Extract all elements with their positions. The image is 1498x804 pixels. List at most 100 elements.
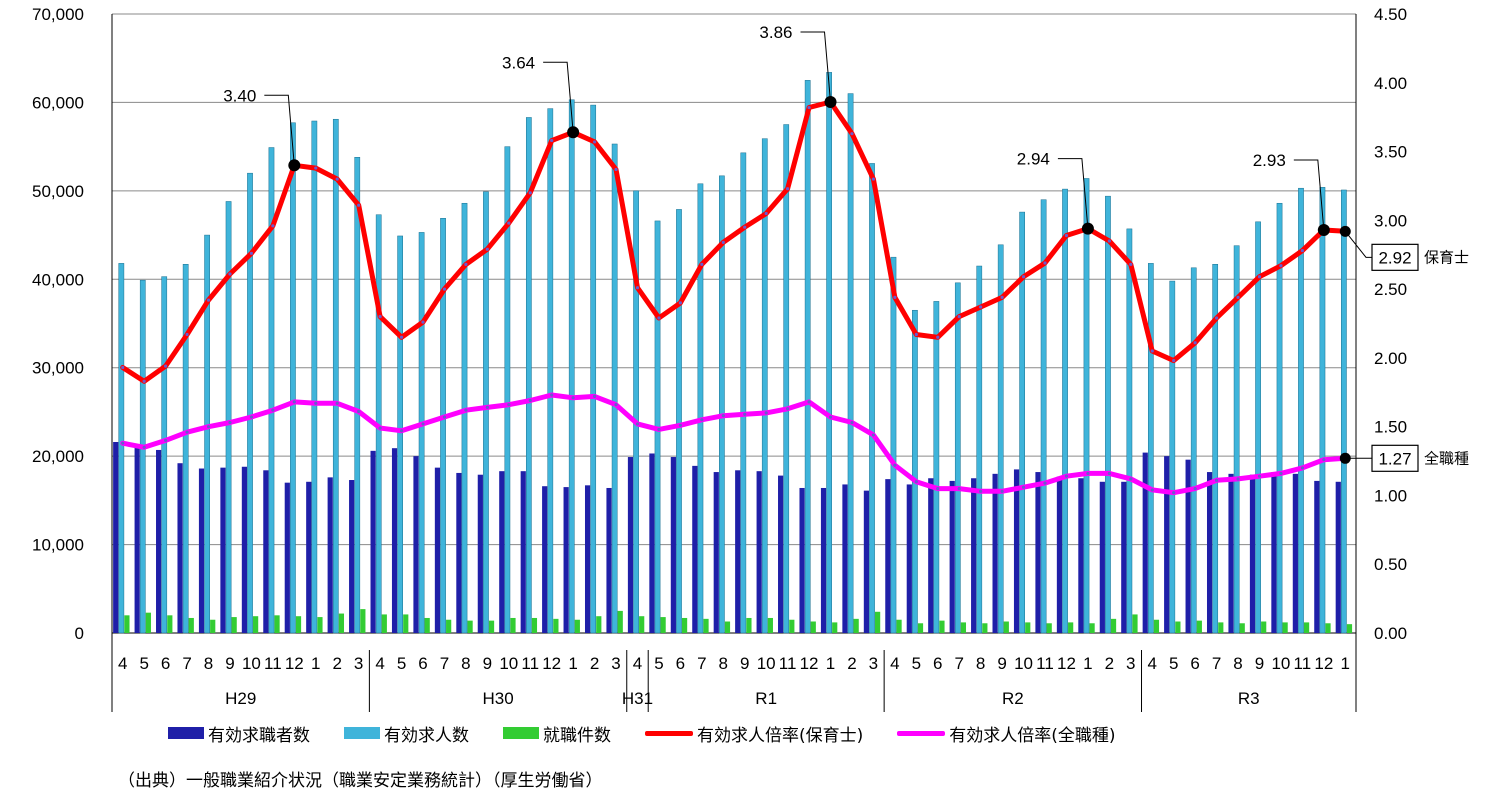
bar [606, 487, 612, 633]
line-point [1043, 261, 1047, 265]
line-point [1043, 481, 1047, 485]
x-tick-label: 6 [676, 654, 685, 673]
annotation-label: 2.94 [1017, 150, 1050, 169]
line-point [1086, 471, 1090, 476]
annotation-leader [800, 31, 832, 103]
bar [660, 617, 666, 633]
legend-swatch [344, 727, 380, 739]
y-left-tick-label: 50,000 [32, 182, 84, 201]
bar [756, 471, 762, 633]
bar [832, 622, 838, 633]
line-point [1150, 488, 1154, 492]
bar [1218, 622, 1224, 633]
bar [477, 474, 483, 633]
line-point [979, 305, 983, 309]
annotation-leader [543, 61, 574, 133]
bar [971, 478, 977, 633]
bar [1239, 623, 1245, 633]
y-right-tick-label: 0.50 [1374, 555, 1407, 574]
end-series-name: 全職種 [1424, 449, 1469, 467]
bar [1206, 472, 1213, 633]
x-tick-label: 11 [264, 654, 282, 673]
x-tick-label: 8 [719, 654, 728, 673]
line-point [142, 379, 146, 383]
line-point [979, 489, 983, 493]
annotation-marker [1081, 222, 1094, 235]
bar [1013, 469, 1020, 633]
line-point [936, 486, 940, 491]
line-point [614, 167, 618, 172]
bar [596, 616, 602, 633]
line-point [1257, 275, 1262, 279]
y-left-tick-label: 40,000 [32, 270, 84, 289]
bar [488, 620, 495, 633]
bar [204, 234, 210, 634]
line-point [1193, 486, 1197, 491]
bar [327, 477, 333, 633]
bar [1164, 456, 1170, 633]
bar [1319, 187, 1326, 634]
annotations: 3.40 3.64 3.86 2.94 2.93 2.92 保育士 1.27 全職種 [223, 23, 1469, 472]
bar [499, 471, 505, 633]
series-line [120, 99, 1348, 384]
y-left-tick-label: 10,000 [32, 536, 84, 555]
line-point [399, 429, 404, 433]
x-tick-label: 2 [332, 654, 341, 673]
x-group-label: R2 [1002, 689, 1024, 708]
line-point [1300, 248, 1304, 253]
bar [875, 611, 881, 633]
line-point [550, 393, 554, 397]
bar [928, 478, 934, 633]
bar [933, 301, 940, 634]
bar [139, 279, 146, 634]
bar [440, 218, 446, 634]
x-tick-label: 5 [397, 654, 406, 673]
line-point [1107, 471, 1111, 476]
line-point [1236, 295, 1240, 299]
end-series-name: 保育士 [1424, 248, 1469, 266]
bar [1132, 614, 1138, 633]
legend-item: 就職件数 [503, 721, 611, 746]
bar [1019, 211, 1026, 634]
line-point [421, 320, 425, 324]
annotation-marker [567, 126, 580, 139]
line-point [271, 224, 275, 228]
x-tick-label: 5 [1169, 654, 1178, 673]
x-tick-label: 2 [590, 654, 599, 673]
bar [1040, 199, 1047, 634]
line-point [893, 463, 897, 467]
y-left-tick-label: 0 [75, 624, 84, 643]
bar [306, 481, 312, 633]
bar [863, 490, 870, 633]
bar [274, 615, 280, 633]
x-tick-label: 3 [1126, 654, 1135, 673]
x-tick-label: 10 [1271, 654, 1290, 673]
legend-item: 有効求人数 [344, 721, 469, 746]
bar [311, 120, 318, 634]
legend-swatch [168, 727, 204, 739]
bar [1110, 618, 1117, 633]
x-tick-label: 9 [225, 654, 234, 673]
bar [949, 480, 955, 633]
bar [639, 616, 645, 633]
x-tick-label: 5 [139, 654, 148, 673]
x-tick-label: 8 [1233, 654, 1242, 673]
x-tick-label: 4 [118, 654, 127, 673]
legend-swatch [897, 730, 946, 736]
bar [510, 617, 516, 633]
end-value-box [1371, 444, 1419, 472]
line-point [507, 221, 511, 225]
bar [1089, 623, 1095, 633]
y-left-tick-label: 70,000 [32, 5, 84, 24]
x-tick-label: 8 [204, 654, 213, 673]
line-point [228, 272, 232, 276]
bar [241, 466, 248, 633]
x-tick-label: 12 [285, 654, 304, 673]
x-tick-label: 12 [1314, 654, 1333, 673]
line-point [464, 262, 468, 266]
x-tick-label: 12 [542, 654, 561, 673]
line-point [357, 409, 361, 414]
x-tick-label: 4 [633, 654, 642, 673]
annotation-label: 3.86 [759, 23, 792, 42]
line-point [743, 412, 747, 416]
